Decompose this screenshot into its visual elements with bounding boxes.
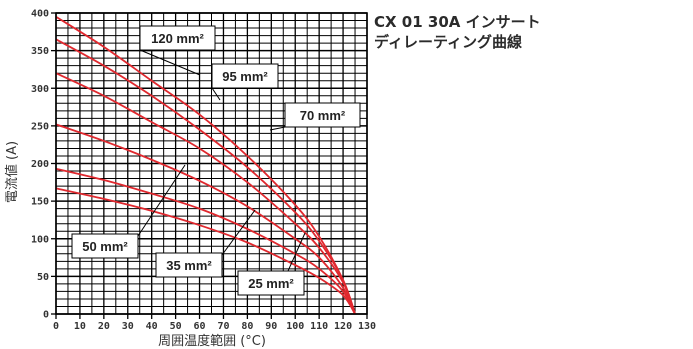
chart-title: CX 01 30A インサート ディレーティング曲線 — [374, 12, 541, 52]
y-tick-label: 0 — [43, 310, 49, 321]
y-tick-label: 250 — [31, 121, 49, 132]
series-label-text: 25 mm² — [248, 276, 294, 291]
x-tick-label: 120 — [334, 321, 352, 332]
y-tick-label: 150 — [31, 197, 49, 208]
x-tick-label: 130 — [358, 321, 376, 332]
series-label-text: 50 mm² — [82, 239, 128, 254]
chart-title-line-1: CX 01 30A インサート — [374, 12, 541, 32]
x-tick-label: 90 — [265, 321, 277, 332]
series-label-text: 120 mm² — [151, 31, 204, 46]
label-leader-line — [222, 210, 255, 255]
chart-title-line-2: ディレーティング曲線 — [374, 32, 541, 52]
label-leader-line — [270, 127, 285, 130]
y-tick-label: 100 — [31, 234, 49, 245]
x-tick-label: 70 — [217, 321, 229, 332]
y-tick-label: 200 — [31, 159, 49, 170]
x-tick-label: 60 — [194, 321, 206, 332]
x-tick-label: 50 — [170, 321, 182, 332]
series-label-text: 95 mm² — [222, 69, 268, 84]
y-axis-label: 電流値 (A) — [4, 141, 20, 203]
x-tick-label: 40 — [146, 321, 158, 332]
y-tick-label: 50 — [37, 272, 49, 283]
x-tick-label: 30 — [122, 321, 134, 332]
y-tick-label: 300 — [31, 84, 49, 95]
x-tick-label: 110 — [310, 321, 328, 332]
x-tick-label: 10 — [74, 321, 86, 332]
x-tick-label: 80 — [241, 321, 253, 332]
label-leader-line — [212, 88, 220, 100]
series-label-text: 35 mm² — [166, 258, 212, 273]
y-tick-label: 400 — [31, 9, 49, 20]
x-tick-label: 100 — [286, 321, 304, 332]
x-tick-label: 0 — [53, 321, 59, 332]
y-tick-label: 350 — [31, 46, 49, 57]
label-leader-line — [140, 50, 200, 75]
x-axis-label: 周囲温度範囲 (°C) — [158, 333, 266, 349]
x-tick-label: 20 — [98, 321, 110, 332]
series-label-text: 70 mm² — [300, 108, 346, 123]
